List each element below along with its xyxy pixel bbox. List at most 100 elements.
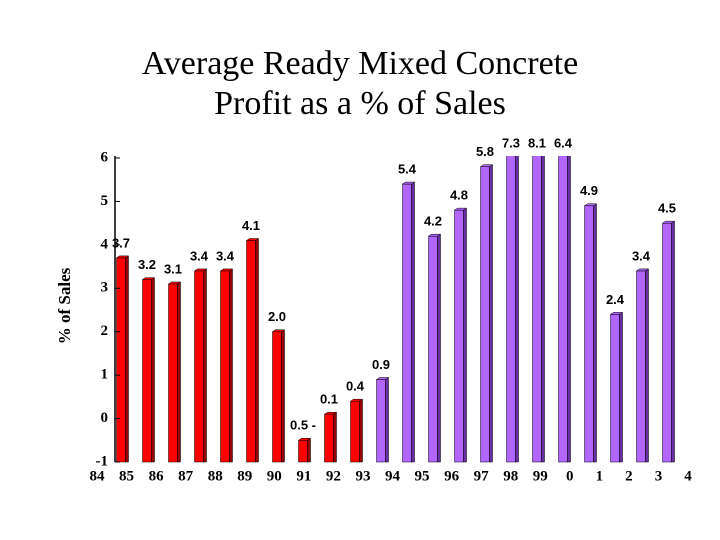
x-tick-label: 97 xyxy=(474,468,490,484)
bar-side xyxy=(437,233,441,463)
bar xyxy=(297,437,312,463)
bar-side xyxy=(281,329,285,463)
x-tick-label: 95 xyxy=(415,468,430,484)
data-label: 3.7 xyxy=(112,235,130,250)
x-tick-label: 91 xyxy=(296,468,311,484)
bar-face xyxy=(662,222,672,463)
bar xyxy=(323,411,338,463)
bar-face xyxy=(558,156,568,463)
bar-side xyxy=(541,156,545,463)
y-tick-label: 0 xyxy=(101,410,109,426)
data-label: 4.9 xyxy=(580,183,598,198)
data-label: 5.8 xyxy=(476,144,494,159)
bar-face xyxy=(142,279,152,463)
data-label: 3.4 xyxy=(216,248,235,263)
bar-face xyxy=(454,209,464,463)
data-label: 4.5 xyxy=(658,201,676,216)
bar-top xyxy=(349,398,364,402)
y-tick-label: -1 xyxy=(96,453,109,469)
x-tick-label: 84 xyxy=(90,468,106,484)
bar-top xyxy=(219,268,234,272)
bar-side xyxy=(203,268,207,463)
data-label: 4.8 xyxy=(450,188,468,203)
bar-side xyxy=(411,181,415,463)
y-tick-label: 2 xyxy=(101,323,109,339)
bar-side xyxy=(177,281,181,463)
bar xyxy=(271,329,286,463)
bar-face xyxy=(194,270,204,463)
data-label: 0.4 xyxy=(346,379,365,394)
bar xyxy=(245,238,260,463)
bar xyxy=(401,181,416,463)
x-tick-label: 92 xyxy=(326,468,341,484)
bar-face xyxy=(350,400,360,463)
data-label: 6.4 xyxy=(554,135,573,150)
bar-top xyxy=(271,329,286,332)
bar xyxy=(141,277,156,463)
bar xyxy=(349,398,364,463)
bar-top xyxy=(297,438,312,441)
data-label: 2.0 xyxy=(268,309,286,324)
data-label: 8.1 xyxy=(528,135,546,150)
data-label: 0.5 - xyxy=(290,418,316,433)
bar-side xyxy=(307,437,311,463)
bar xyxy=(427,233,442,463)
x-tick-label: 94 xyxy=(385,468,401,484)
bar-top xyxy=(479,164,494,167)
x-tick-label: 0 xyxy=(566,468,574,484)
bar xyxy=(479,164,494,463)
bar-side xyxy=(645,268,649,463)
data-label: 0.9 xyxy=(372,357,390,372)
x-tick-label: 85 xyxy=(119,468,134,484)
bar-face xyxy=(402,183,412,463)
chart-title: Average Ready Mixed Concrete xyxy=(142,45,578,82)
bars xyxy=(115,100,676,463)
bar-face xyxy=(480,166,490,463)
bar-top xyxy=(583,203,598,207)
bar-top xyxy=(245,238,260,241)
bar-top xyxy=(427,233,442,237)
x-tick-label: 2 xyxy=(625,468,633,484)
x-tick-label: 87 xyxy=(178,468,194,484)
bar-face xyxy=(272,331,282,463)
bar-side xyxy=(567,156,571,463)
bar xyxy=(532,156,545,463)
bar-side xyxy=(359,398,363,463)
bar-side xyxy=(593,203,597,463)
bar-face xyxy=(532,156,542,463)
bar-face xyxy=(324,413,334,463)
bar-face xyxy=(298,440,308,463)
data-label: 4.2 xyxy=(424,214,442,229)
x-tick-label: 90 xyxy=(267,468,282,484)
bar xyxy=(506,100,519,463)
bar-face xyxy=(584,205,594,463)
bar-side xyxy=(229,268,233,463)
data-label: 3.1 xyxy=(164,261,182,276)
bar xyxy=(583,203,598,463)
data-label: 7.3 xyxy=(502,135,520,150)
bar-side xyxy=(619,311,623,463)
data-label: 2.4 xyxy=(606,292,625,307)
bar xyxy=(635,268,650,463)
bar xyxy=(375,377,390,463)
bar-top xyxy=(193,268,208,272)
x-tick-label: 96 xyxy=(444,468,460,484)
x-tick-label: 1 xyxy=(596,468,604,484)
bar-side xyxy=(489,164,493,463)
bar-top xyxy=(635,268,650,272)
bar-top xyxy=(167,281,182,285)
bar-top xyxy=(661,220,676,224)
data-label: 0.1 xyxy=(320,392,338,407)
bar-top xyxy=(453,207,468,211)
bar-top xyxy=(507,100,519,102)
bar-face xyxy=(168,283,178,463)
bar-side xyxy=(671,220,675,463)
bar-face xyxy=(636,270,646,463)
data-label: 3.4 xyxy=(190,248,209,263)
x-tick-label: 89 xyxy=(237,468,252,484)
bar-face xyxy=(220,270,230,463)
y-tick-label: 1 xyxy=(101,367,109,383)
bar-top xyxy=(115,255,130,259)
bar xyxy=(193,268,208,463)
